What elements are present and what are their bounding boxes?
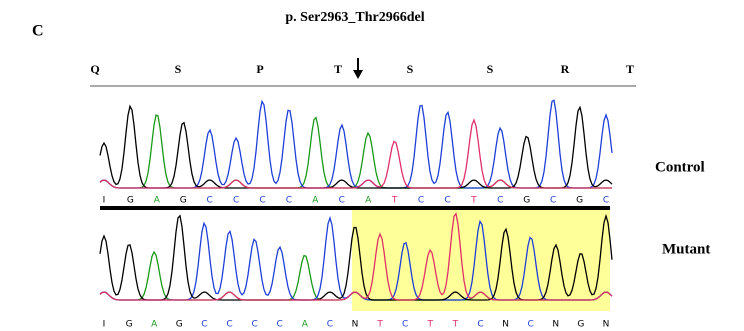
base-call: T [470,196,477,206]
deletion-arrow [353,58,363,79]
base-call: I [103,320,106,330]
base-call: C [259,196,265,206]
base-call: C [207,196,213,206]
panel-label: C [32,23,44,40]
base-call: C [277,320,283,330]
base-call: A [302,320,309,330]
base-call: C [233,196,239,206]
base-call: A [312,196,319,206]
figure: C p. Ser2963_Thr2966del Control Mutant Q… [0,0,744,331]
base-call: G [577,320,584,330]
base-call: G [127,196,134,206]
base-call: N [352,320,359,330]
trace [100,106,612,188]
control-label: Control [655,159,705,175]
amino-acid: S [487,62,494,76]
base-call: C [477,320,483,330]
amino-acid: P [256,62,263,76]
amino-acid: T [626,62,634,76]
base-call: N [552,320,559,330]
base-call: A [154,196,161,206]
base-call: G [523,196,530,206]
base-call: N [502,320,509,330]
base-call: G [176,320,183,330]
base-call: C [251,320,257,330]
base-call: T [427,320,434,330]
base-call: N [603,320,610,330]
base-call: A [365,196,372,206]
base-call: I [103,196,106,206]
base-call: C [418,196,424,206]
base-call: C [550,196,556,206]
base-call: T [452,320,459,330]
base-call: C [339,196,345,206]
base-call: C [226,320,232,330]
base-call: T [391,196,398,206]
base-call: G [126,320,133,330]
base-call: C [603,196,609,206]
base-call: A [151,320,158,330]
base-call: C [327,320,333,330]
amino-acid: S [407,62,414,76]
base-call: T [376,320,383,330]
amino-acid: Q [90,62,99,76]
base-call: G [180,196,187,206]
base-call: C [201,320,207,330]
amino-acid: T [334,62,342,76]
base-call: C [286,196,292,206]
base-call: C [528,320,534,330]
base-call: G [576,196,583,206]
amino-acid: S [175,62,182,76]
title: p. Ser2963_Thr2966del [285,10,424,25]
base-call: C [402,320,408,330]
mutant-label: Mutant [662,241,710,257]
amino-acid: R [561,62,570,76]
base-call: C [444,196,450,206]
base-call: C [497,196,503,206]
